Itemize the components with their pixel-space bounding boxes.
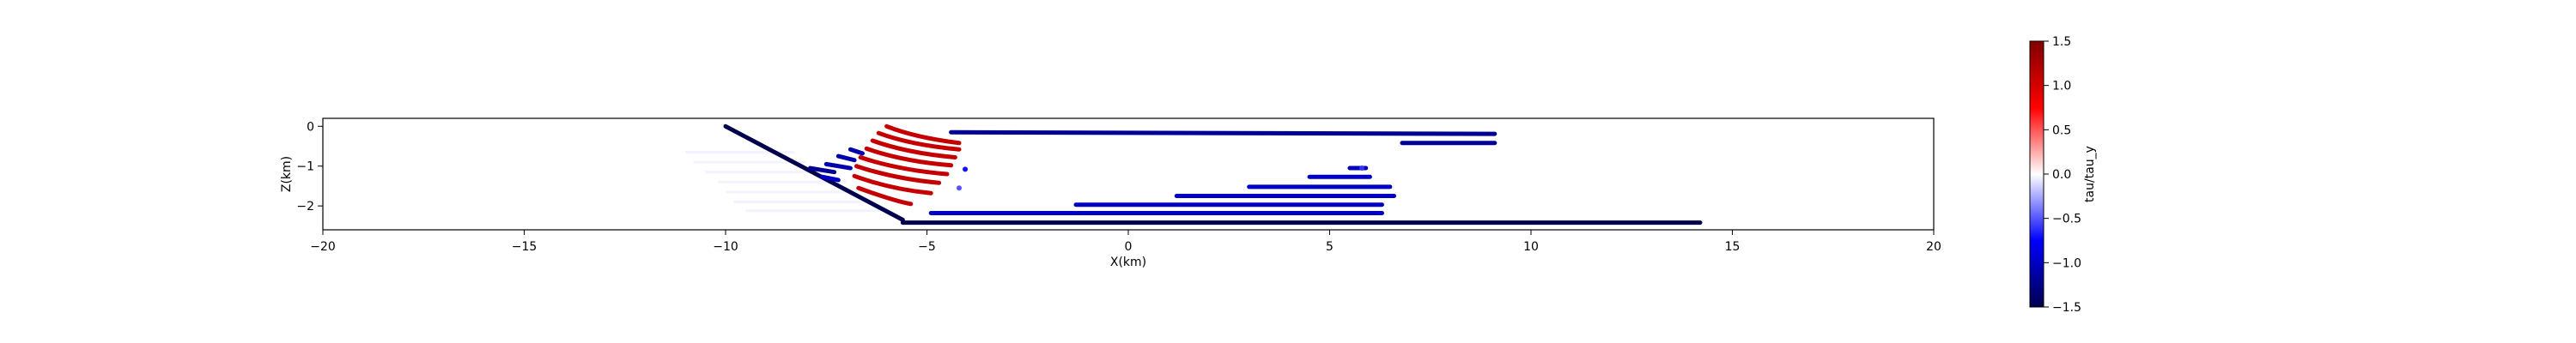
splay-curve-1 [876, 130, 962, 152]
splay-curve-3 [864, 146, 954, 168]
splay-curve-6 [852, 173, 933, 196]
small-segment-2 [823, 161, 853, 171]
y-tick-label-0: 0 [307, 120, 314, 134]
small-segment-1 [835, 153, 857, 163]
x-tick-label-6: 10 [1523, 240, 1539, 254]
dot-1 [957, 185, 963, 191]
x-axis-label: X(km) [1110, 256, 1146, 269]
splay-curve-7 [856, 185, 914, 207]
colorbar-tick-label-2: 0.5 [2052, 123, 2071, 137]
colorbar-tick-label-1: 1.0 [2052, 80, 2071, 93]
y-tick-label-2: −2 [296, 200, 314, 214]
y-tick-label-1: −1 [296, 160, 314, 174]
x-tick-label-5: 5 [1326, 240, 1334, 254]
x-tick-label-8: 20 [1926, 240, 1941, 254]
y-axis-label: Z(km) [280, 156, 294, 192]
fault-segment-2 [949, 129, 1498, 136]
colorbar-tick-label-4: −0.5 [2052, 213, 2081, 226]
splay-curve-5 [854, 164, 942, 185]
splay-curve-0 [884, 123, 962, 146]
small-segment-0 [848, 147, 865, 156]
x-tick-label-7: 15 [1725, 240, 1741, 254]
colorbar-label: tau/tau_y [2083, 146, 2097, 202]
dot-0 [963, 166, 969, 172]
x-tick-label-0: −20 [310, 240, 336, 254]
colorbar [2029, 40, 2044, 308]
x-tick-label-4: 0 [1125, 240, 1133, 254]
colorbar-tick-label-0: 1.5 [2052, 35, 2071, 49]
colorbar-tick-label-3: 0.0 [2052, 168, 2071, 182]
splay-curve-4 [858, 155, 950, 177]
x-tick-label-3: −5 [918, 240, 936, 254]
colorbar-tick-label-5: −1.0 [2052, 256, 2081, 270]
dot-2 [1359, 165, 1365, 172]
small-segment-4 [820, 174, 841, 183]
small-segment-3 [807, 165, 837, 175]
colorbar-tick-label-6: −1.5 [2052, 301, 2081, 315]
fault-segment-0 [723, 123, 905, 222]
x-tick-label-2: −10 [713, 240, 738, 254]
splay-curve-2 [870, 138, 957, 159]
x-tick-label-1: −15 [512, 240, 538, 254]
